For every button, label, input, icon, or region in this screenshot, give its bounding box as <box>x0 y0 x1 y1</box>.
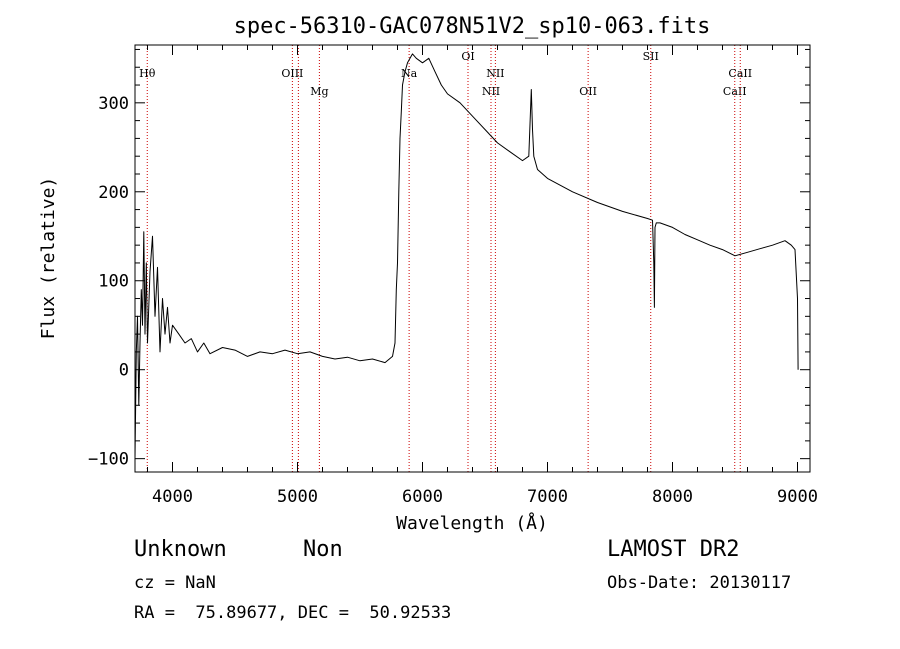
y-tick-label: 100 <box>98 272 129 292</box>
object-subclass: Non <box>303 537 343 562</box>
emission-line-label: NII <box>482 85 500 98</box>
emission-line-label: OIII <box>281 67 303 80</box>
emission-line-label: CaII <box>728 67 752 80</box>
axes: 4000 5000 6000 7000 8000 9000 −100 0 100 200 300 <box>88 45 818 507</box>
y-tick-label: 0 <box>119 361 129 381</box>
chart-title: spec-56310-GAC078N51V2_sp10-063.fits <box>234 14 711 39</box>
y-axis-label: Flux (relative) <box>38 177 59 340</box>
x-tick-label: 8000 <box>652 487 693 507</box>
x-tick-label: 7000 <box>527 487 568 507</box>
object-class: Unknown <box>134 537 227 562</box>
y-tick-label: −100 <box>88 450 129 470</box>
spectrum-line <box>134 53 799 459</box>
emission-line-label: CaII <box>723 85 747 98</box>
x-tick-label: 6000 <box>402 487 443 507</box>
redshift-cz: cz = NaN <box>134 573 216 593</box>
ra-dec-coordinates: RA = 75.89677, DEC = 50.92533 <box>134 603 452 623</box>
emission-line-label: OI <box>461 50 474 63</box>
x-tick-label: 9000 <box>777 487 818 507</box>
emission-line-label: SII <box>643 50 659 63</box>
x-axis-label: Wavelength (Å) <box>396 512 548 534</box>
survey-name: LAMOST DR2 <box>607 537 740 562</box>
emission-line-label: OII <box>579 85 597 98</box>
emission-line-label: NII <box>486 67 504 80</box>
emission-line-label: Hθ <box>139 67 156 80</box>
x-tick-label: 4000 <box>152 487 193 507</box>
plot-frame <box>134 44 811 473</box>
spectrum-series <box>134 53 799 459</box>
y-tick-label: 300 <box>98 94 129 114</box>
x-tick-label: 5000 <box>277 487 318 507</box>
y-tick-label: 200 <box>98 183 129 203</box>
obs-date: Obs-Date: 20130117 <box>607 573 792 593</box>
emission-line-label: Mg <box>310 85 328 98</box>
